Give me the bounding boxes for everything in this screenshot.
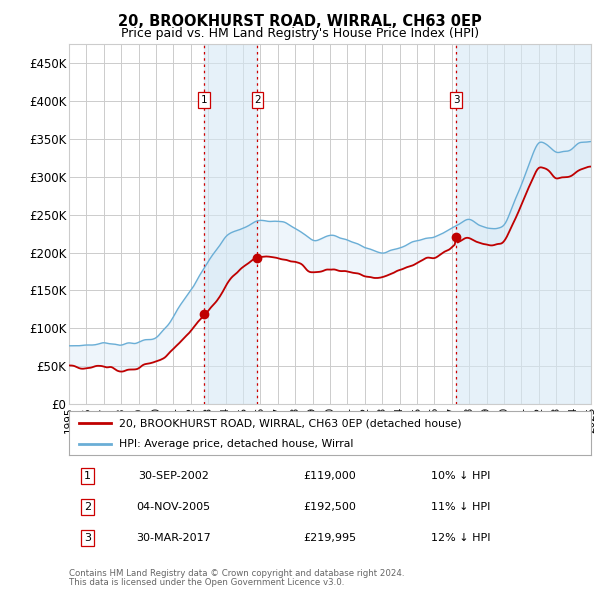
Text: 30-MAR-2017: 30-MAR-2017 <box>136 533 211 543</box>
Text: £219,995: £219,995 <box>304 533 356 543</box>
Text: This data is licensed under the Open Government Licence v3.0.: This data is licensed under the Open Gov… <box>69 578 344 587</box>
Text: HPI: Average price, detached house, Wirral: HPI: Average price, detached house, Wirr… <box>119 438 353 448</box>
Text: 12% ↓ HPI: 12% ↓ HPI <box>431 533 490 543</box>
Text: £119,000: £119,000 <box>304 471 356 481</box>
Bar <box>456 44 591 404</box>
Text: 10% ↓ HPI: 10% ↓ HPI <box>431 471 490 481</box>
Text: 04-NOV-2005: 04-NOV-2005 <box>136 502 211 512</box>
Text: 20, BROOKHURST ROAD, WIRRAL, CH63 0EP (detached house): 20, BROOKHURST ROAD, WIRRAL, CH63 0EP (d… <box>119 418 461 428</box>
Text: 3: 3 <box>84 533 91 543</box>
Text: 1: 1 <box>84 471 91 481</box>
Text: £192,500: £192,500 <box>304 502 356 512</box>
Text: Contains HM Land Registry data © Crown copyright and database right 2024.: Contains HM Land Registry data © Crown c… <box>69 569 404 578</box>
Text: 2: 2 <box>84 502 91 512</box>
Text: 30-SEP-2002: 30-SEP-2002 <box>138 471 209 481</box>
Text: 11% ↓ HPI: 11% ↓ HPI <box>431 502 490 512</box>
Text: Price paid vs. HM Land Registry's House Price Index (HPI): Price paid vs. HM Land Registry's House … <box>121 27 479 40</box>
Text: 1: 1 <box>200 95 207 105</box>
Text: 3: 3 <box>453 95 460 105</box>
Text: 20, BROOKHURST ROAD, WIRRAL, CH63 0EP: 20, BROOKHURST ROAD, WIRRAL, CH63 0EP <box>118 14 482 30</box>
Text: 2: 2 <box>254 95 261 105</box>
Bar <box>204 44 257 404</box>
